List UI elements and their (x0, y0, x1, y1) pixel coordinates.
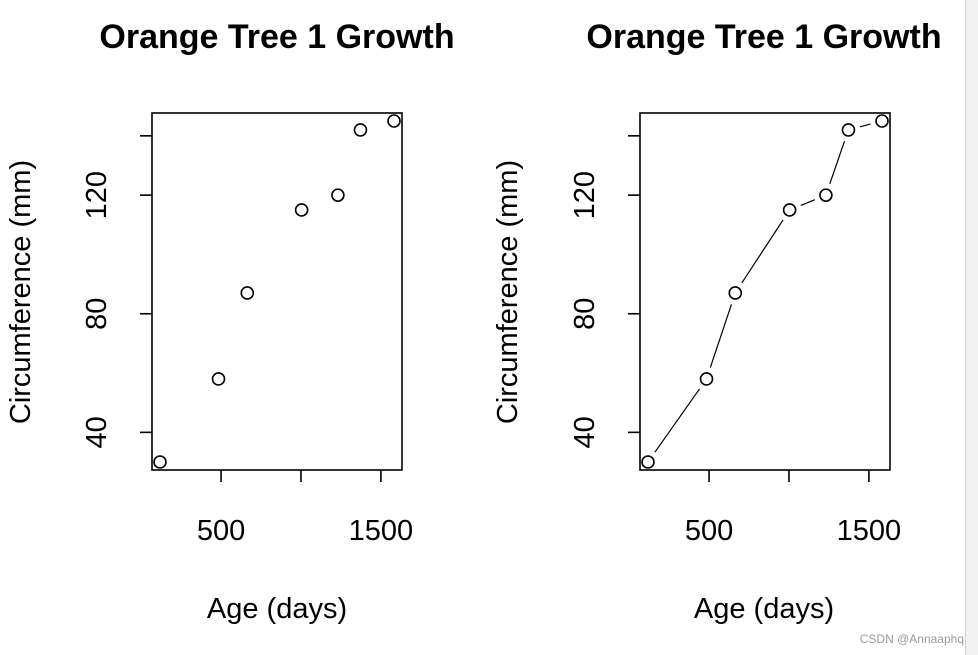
data-point (782, 203, 797, 217)
axis-ticks: 500 1500 40 80 120 (81, 135, 414, 547)
data-point (153, 455, 167, 469)
data-point (294, 203, 309, 217)
x-tick-label: 500 (685, 515, 733, 547)
data-point (211, 372, 226, 386)
plot-frame (639, 112, 891, 471)
line-segment (859, 123, 871, 128)
line-segment (709, 304, 733, 368)
data-point (699, 372, 714, 386)
plot-frame (151, 112, 403, 471)
data-point (353, 123, 368, 137)
data-point (387, 114, 401, 128)
y-tick-label: 80 (81, 298, 113, 330)
y-tick-label: 40 (569, 416, 601, 448)
data-marks (641, 114, 889, 469)
data-point (875, 114, 889, 128)
x-tick-label: 1500 (349, 515, 414, 547)
watermark: CSDN @Annaaphq (859, 632, 964, 646)
y-tick-label: 120 (569, 171, 601, 219)
line-segment (800, 199, 816, 206)
data-point (331, 188, 345, 202)
line-segment (829, 141, 846, 184)
axis-ticks: 500 1500 40 80 120 (569, 135, 902, 547)
y-tick-label: 40 (81, 416, 113, 448)
x-tick-label: 500 (197, 515, 245, 547)
y-tick-label: 120 (81, 171, 113, 219)
x-tick-label: 1500 (837, 515, 902, 547)
window-scrollbar[interactable] (965, 0, 978, 655)
chart-title: Orange Tree 1 Growth (99, 18, 454, 56)
chart-title: Orange Tree 1 Growth (586, 18, 941, 56)
line-segment (741, 219, 784, 284)
panel-scatter: Orange Tree 1 Growth Age (days) Circumfe… (5, 18, 455, 625)
line-segment (654, 388, 701, 453)
x-axis-label: Age (days) (694, 593, 834, 625)
panel-line: Orange Tree 1 Growth Age (days) Circumfe… (492, 18, 942, 625)
data-point (819, 188, 833, 202)
y-axis-label: Circumference (mm) (5, 160, 37, 424)
data-point (728, 286, 743, 300)
y-axis-label: Circumference (mm) (492, 160, 524, 424)
data-point (240, 286, 255, 300)
x-axis-label: Age (days) (207, 593, 347, 625)
data-point (841, 123, 856, 137)
data-marks (153, 114, 401, 469)
data-point (641, 455, 655, 469)
y-tick-label: 80 (569, 298, 601, 330)
